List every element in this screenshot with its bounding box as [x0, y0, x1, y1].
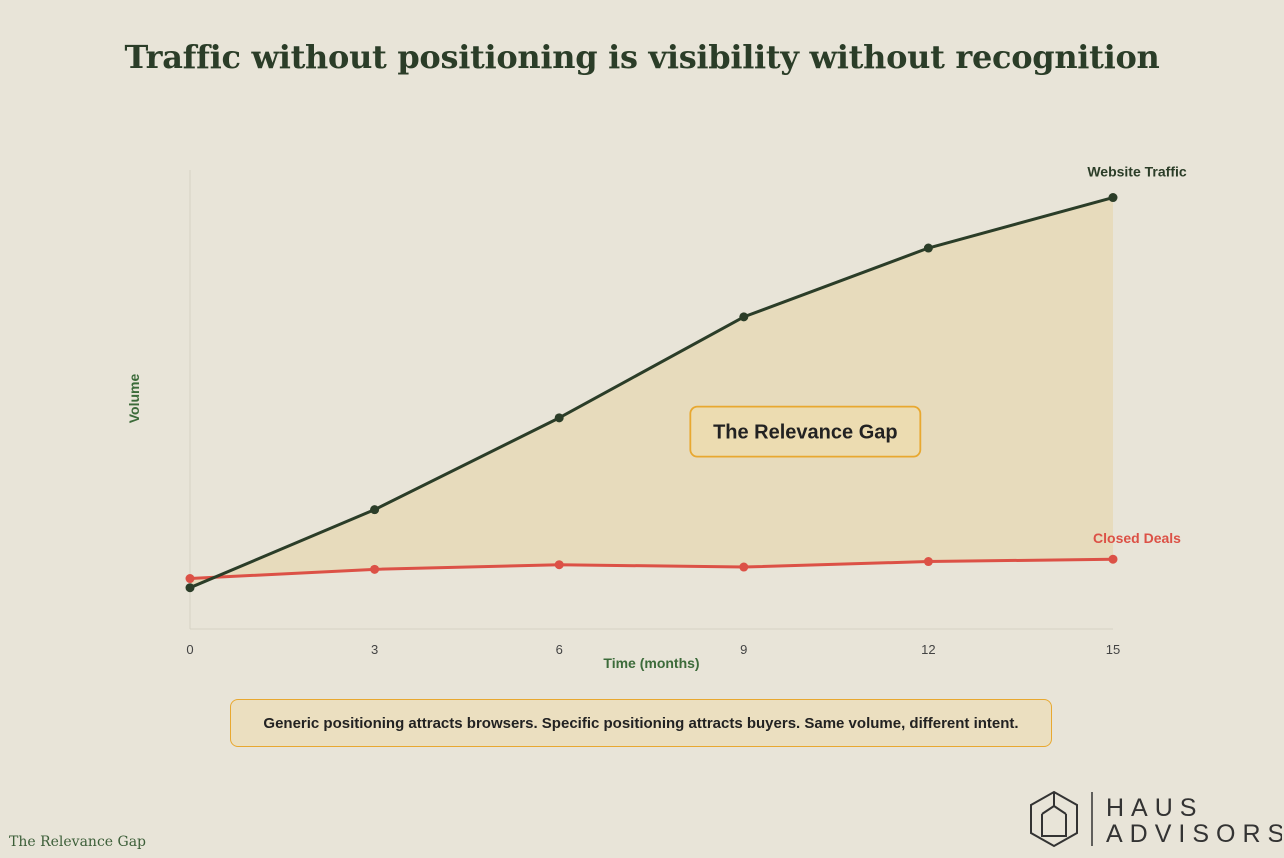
x-axis-label: Time (months) [603, 655, 699, 671]
x-tick-label: 9 [740, 642, 747, 657]
x-tick-label: 0 [186, 642, 193, 657]
data-point [370, 564, 380, 574]
annotation-box [689, 405, 922, 458]
x-tick-label: 3 [371, 642, 378, 657]
y-axis-label: Volume [126, 374, 142, 424]
house-hexagon-icon [1030, 790, 1078, 848]
data-point [554, 413, 564, 423]
chart-title: Traffic without positioning is visibilit… [124, 38, 1160, 76]
relevance-gap-area [190, 197, 1113, 588]
brand-logo: HAUS ADVISORS [1030, 790, 1282, 848]
data-point [1108, 193, 1118, 203]
series-end-label: Website Traffic [1087, 164, 1187, 180]
x-tick-label: 6 [556, 642, 563, 657]
callout-text: Generic positioning attracts browsers. S… [263, 714, 1019, 732]
data-point [739, 312, 749, 322]
annotation-layer: The Relevance Gap [689, 405, 922, 458]
x-tick-label: 15 [1106, 642, 1120, 657]
series-end-label: Closed Deals [1093, 530, 1181, 546]
data-point [923, 243, 933, 253]
series-line-0 [189, 196, 1114, 590]
logo-line-2: ADVISORS [1106, 820, 1282, 848]
data-point [923, 557, 933, 567]
data-point [370, 505, 380, 515]
logo-line-1: HAUS [1106, 794, 1203, 822]
data-point [185, 574, 195, 584]
insight-callout: Generic positioning attracts browsers. S… [230, 699, 1052, 747]
annotation-label: The Relevance Gap [713, 422, 898, 444]
data-point [185, 583, 195, 593]
data-point [1108, 554, 1118, 564]
data-point [554, 560, 564, 570]
series-line-1 [189, 557, 1114, 581]
footer-label: The Relevance Gap [9, 834, 147, 850]
series-layer: Closed Deals Website Traffic [185, 164, 1187, 593]
x-tick-label: 12 [921, 642, 935, 657]
data-point [739, 562, 749, 572]
x-tick-labels: 0 3 6 9 12 15 [186, 642, 1120, 657]
